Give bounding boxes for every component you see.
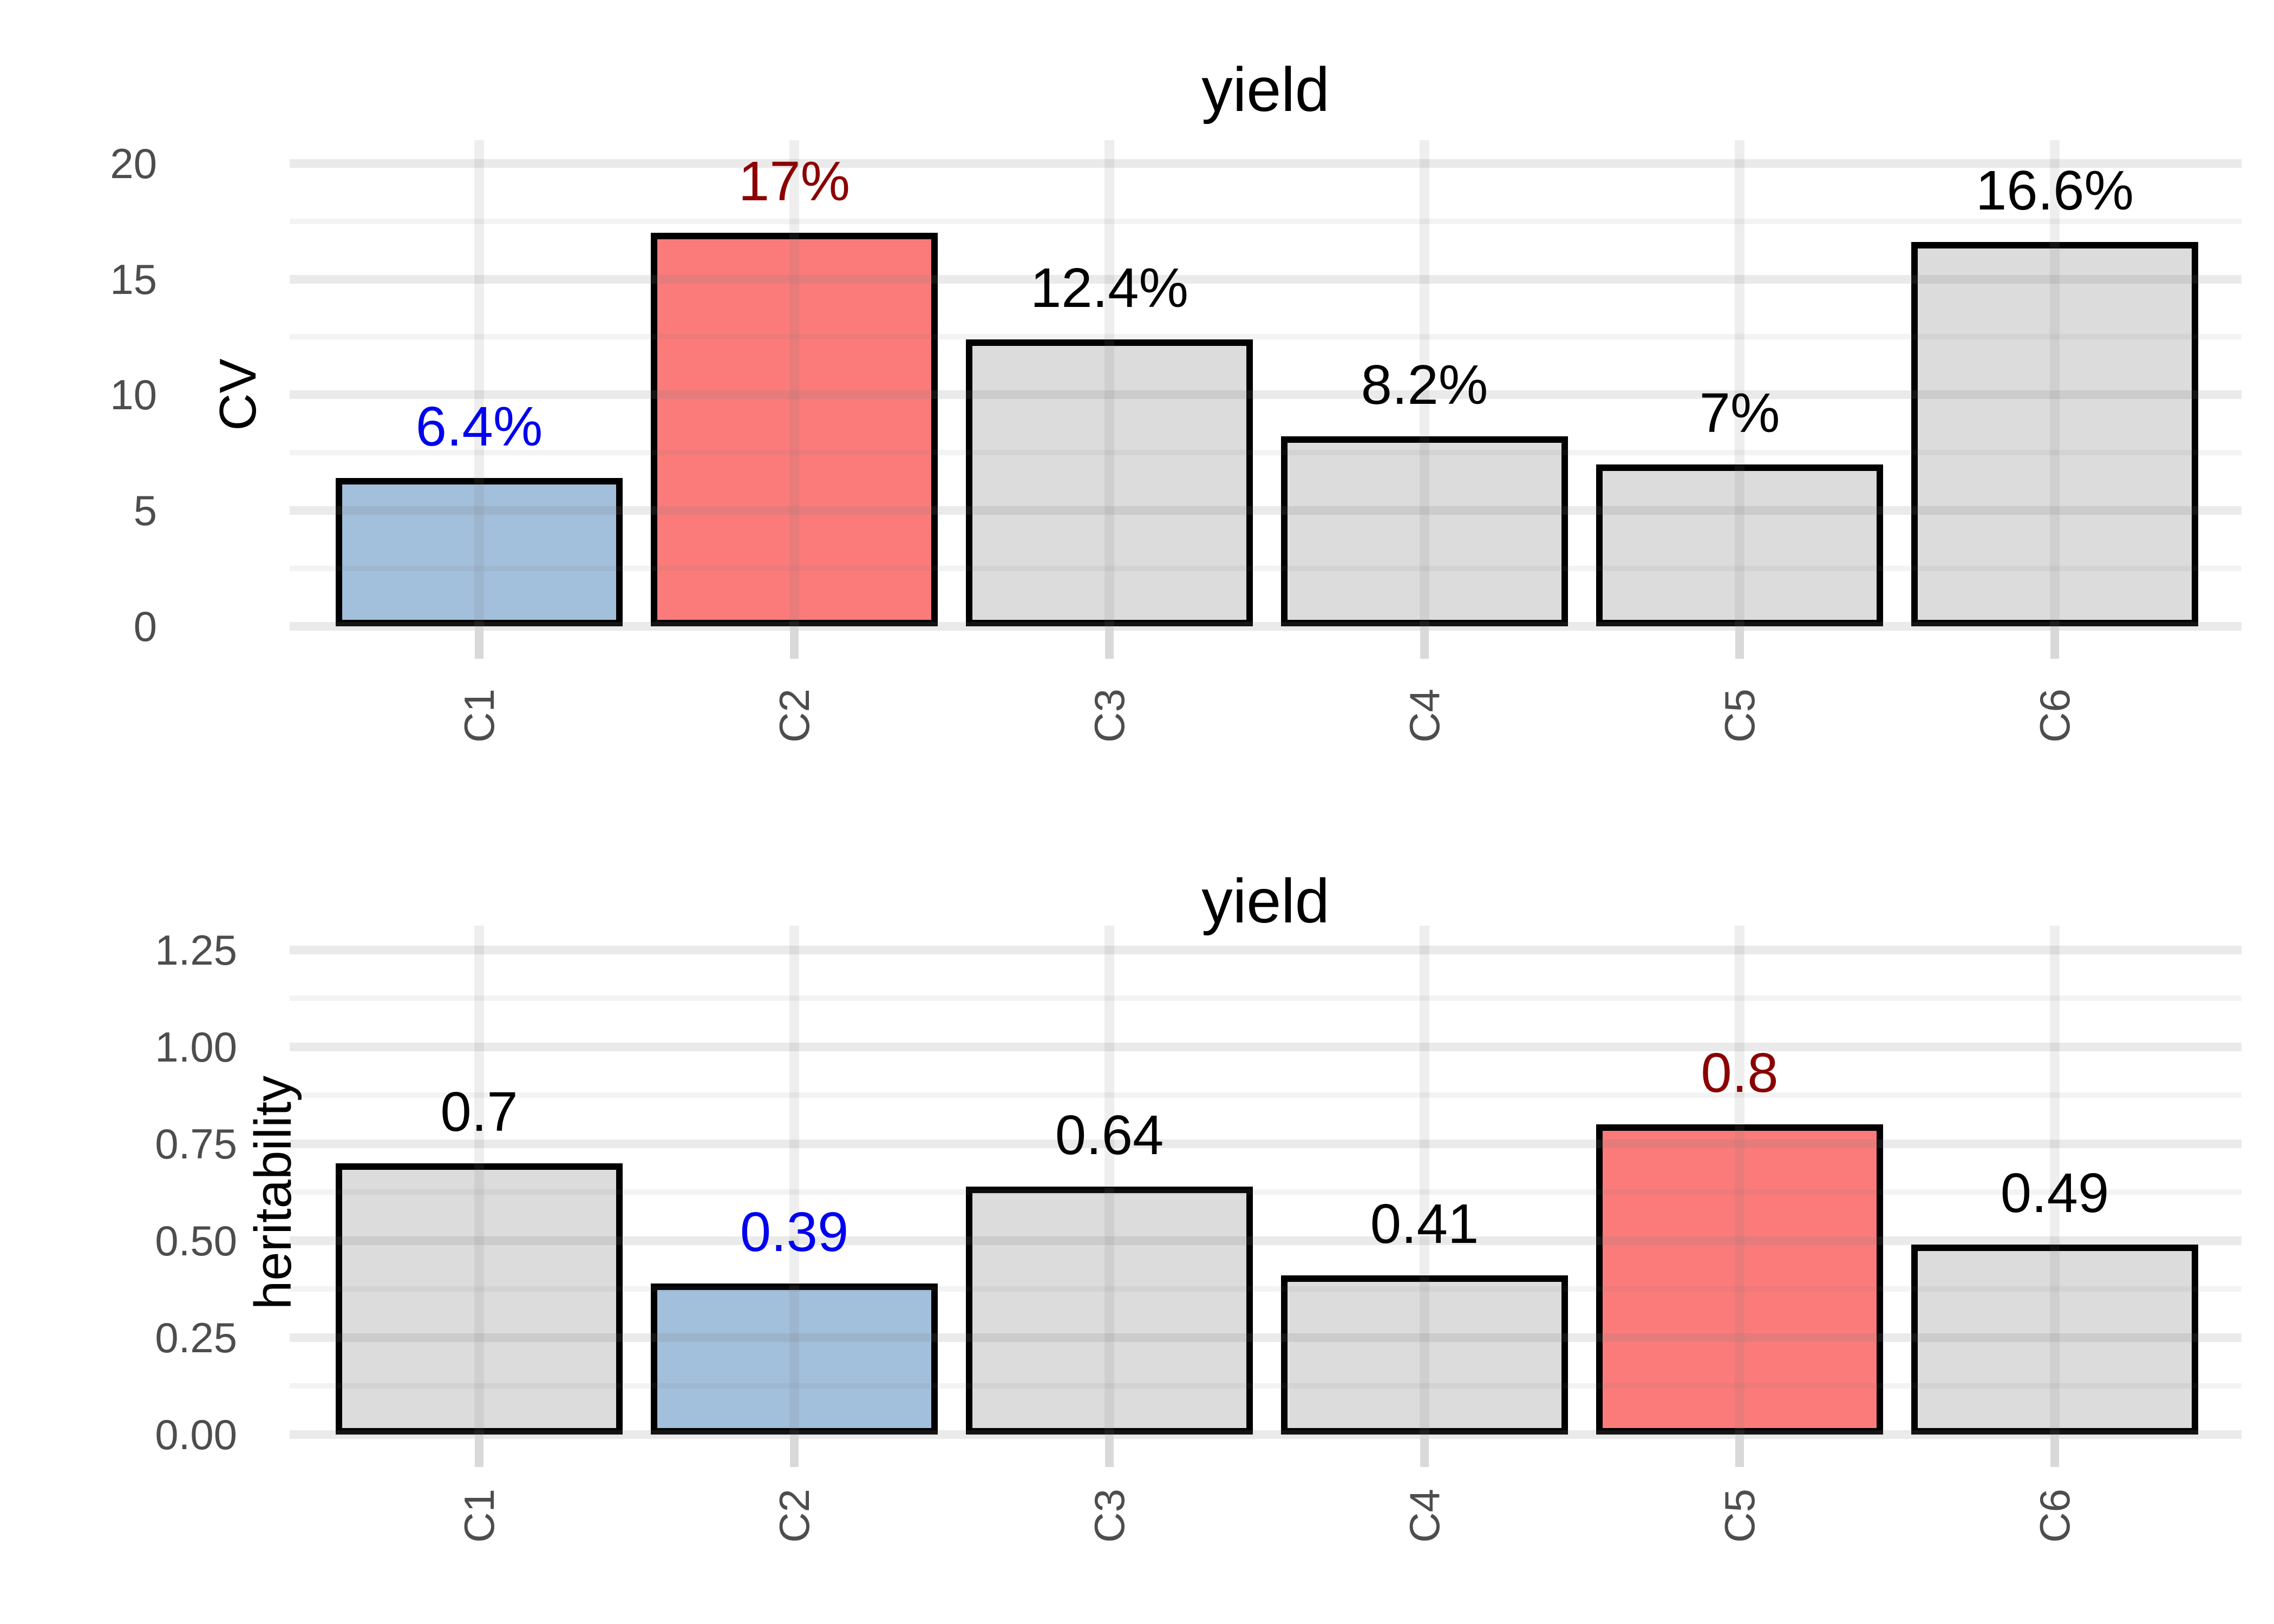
bar	[336, 478, 623, 626]
x-tick-mark	[475, 626, 483, 659]
bar	[966, 339, 1253, 626]
gridline-vertical	[2050, 926, 2060, 1435]
bar	[1911, 1245, 2198, 1435]
y-tick-label: 1.00	[155, 1023, 237, 1071]
bar	[336, 1163, 623, 1435]
gridline-major	[290, 1236, 2242, 1245]
chart-title: yield	[1201, 55, 1330, 125]
bar	[966, 1186, 1253, 1435]
y-tick-label: 0	[133, 603, 157, 650]
gridline-vertical	[789, 926, 799, 1435]
gridline-major	[290, 1430, 2242, 1439]
gridline-major	[290, 1333, 2242, 1342]
bar	[1281, 436, 1568, 626]
y-tick-label: 0.75	[155, 1119, 237, 1168]
x-tick-mark	[2050, 1435, 2059, 1467]
bar-value-label: 0.7	[440, 1080, 518, 1143]
gridline-vertical	[1420, 140, 1429, 626]
gridline-vertical	[1105, 926, 1114, 1435]
x-tick-mark	[1105, 1435, 1114, 1467]
x-tick-mark	[790, 626, 799, 659]
bar-value-label: 0.49	[2000, 1162, 2109, 1224]
gridline-vertical	[1420, 926, 1429, 1435]
gridline-minor	[290, 996, 2242, 1001]
x-tick-mark	[1105, 626, 1114, 659]
gridline-vertical	[474, 140, 484, 626]
bar	[651, 233, 938, 626]
x-tick-mark	[1420, 1435, 1429, 1467]
gridline-vertical	[2050, 140, 2060, 626]
bar-value-label: 7%	[1699, 381, 1780, 444]
gridline-minor	[290, 218, 2242, 224]
bar-value-label: 0.39	[740, 1200, 849, 1263]
y-tick-label: 20	[110, 139, 157, 187]
gridline-minor	[290, 1092, 2242, 1098]
gridline-vertical	[1735, 140, 1744, 626]
y-tick-label: 15	[110, 255, 157, 303]
bar-value-label: 17%	[738, 150, 851, 213]
bar	[651, 1283, 938, 1435]
x-tick-mark	[2050, 626, 2059, 659]
gridline-major	[290, 159, 2242, 168]
gridline-minor	[290, 334, 2242, 340]
y-tick-label: 1.25	[155, 926, 237, 974]
bar-value-label: 0.8	[1701, 1042, 1779, 1104]
gridline-vertical	[1735, 926, 1744, 1435]
gridline-major	[290, 274, 2242, 284]
bar-value-label: 12.4%	[1030, 256, 1189, 319]
gridline-minor	[290, 1383, 2242, 1389]
x-tick-mark	[1735, 1435, 1744, 1467]
bar	[1596, 464, 1883, 626]
bar	[1911, 242, 2198, 626]
x-category-label: C2	[770, 1489, 818, 1543]
y-tick-label: 5	[133, 487, 157, 535]
gridline-major	[290, 1139, 2242, 1148]
gridline-minor	[290, 1286, 2242, 1292]
chart-title: yield	[1201, 867, 1330, 936]
gridline-vertical	[1105, 140, 1114, 626]
bar-value-label: 0.41	[1370, 1193, 1479, 1255]
bar-value-label: 6.4%	[415, 395, 543, 458]
gridline-vertical	[789, 140, 799, 626]
cv-bar-chart: yield CV 0 5 10 15 20 C1 C2 C3 C4 C5 C6 6.4% 17% 12.4…	[110, 55, 2242, 743]
bar	[1281, 1275, 1568, 1435]
gridline-major	[290, 390, 2242, 400]
x-category-label: C4	[1401, 1489, 1448, 1543]
x-tick-mark	[1420, 626, 1429, 659]
gridline-vertical	[474, 926, 484, 1435]
bar-value-label: 16.6%	[1975, 159, 2134, 222]
bar-value-label: 0.64	[1055, 1103, 1164, 1166]
y-tick-label: 0.00	[155, 1411, 237, 1458]
gridline-major	[290, 945, 2242, 954]
bar	[1596, 1124, 1883, 1435]
gridline-major	[290, 1042, 2242, 1051]
y-tick-label: 10	[110, 371, 157, 419]
x-tick-mark	[1735, 626, 1744, 659]
gridline-major	[290, 506, 2242, 515]
gridline-minor	[290, 566, 2242, 572]
gridline-major	[290, 622, 2242, 631]
x-category-label: C5	[1716, 1489, 1763, 1543]
y-tick-label: 0.25	[155, 1313, 237, 1361]
x-tick-mark	[475, 1435, 483, 1467]
x-category-label: C6	[2031, 1489, 2079, 1543]
gridline-minor	[290, 450, 2242, 456]
x-tick-mark	[790, 1435, 799, 1467]
gridline-minor	[290, 1189, 2242, 1195]
x-category-label: C3	[1086, 1489, 1133, 1543]
x-category-label: C1	[455, 1489, 503, 1543]
y-tick-label: 0.50	[155, 1216, 237, 1265]
bar-value-label: 8.2%	[1361, 353, 1488, 416]
